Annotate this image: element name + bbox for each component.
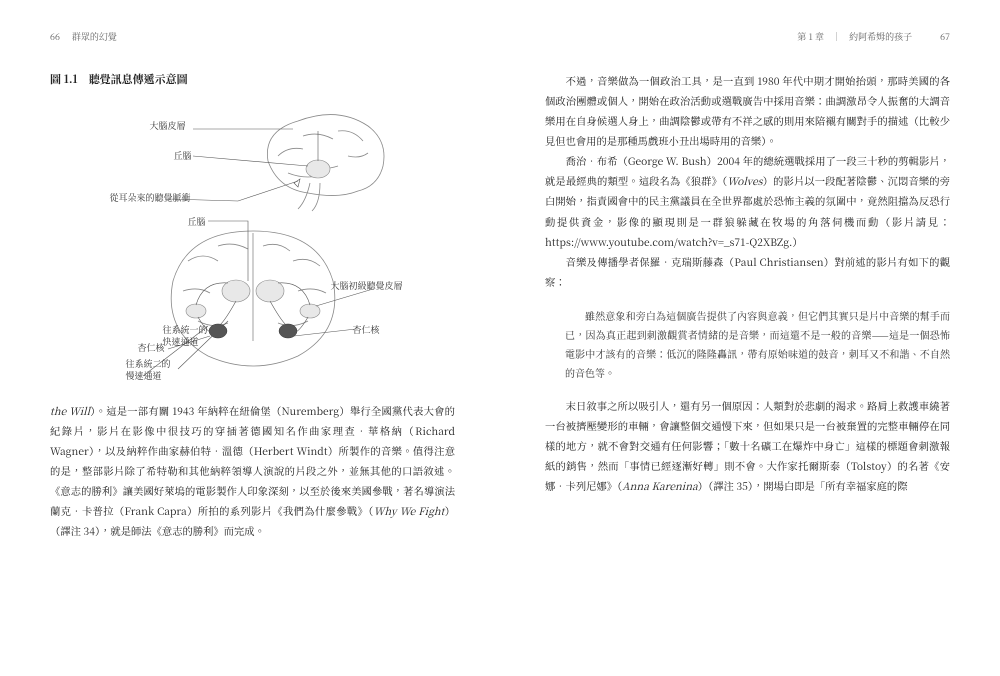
- ital-why-we-fight: Why We Fight: [374, 503, 445, 518]
- figure-number: 圖 1.1: [50, 71, 78, 87]
- right-body-2: 末日敘事之所以吸引人，還有另一個原因：人類對於悲劇的渴求。路肩上救護車繞著一台被…: [545, 396, 950, 496]
- ital-anna-karenina: Anna Karenina: [622, 478, 698, 493]
- label-thalamus-mid: 丘腦: [188, 215, 206, 228]
- left-para1: the Will）。這是一部有關 1943 年納粹在紐倫堡（Nuremberg）…: [50, 401, 455, 542]
- chapter-label: 第 1 章: [797, 30, 824, 43]
- right-para3: 音樂及傳播學者保羅．克瑞斯藤森（Paul Christiansen）對前述的影片…: [545, 252, 950, 292]
- right-header: 第 1 章 ｜ 約阿希姆的孩子 67: [545, 30, 950, 43]
- left-body: the Will）。這是一部有關 1943 年納粹在紐倫堡（Nuremberg）…: [50, 401, 455, 542]
- figure-caption: 圖 1.1 聽覺訊息傳遞示意圖: [50, 71, 455, 87]
- running-head-left: 群眾的幻覺: [72, 30, 117, 43]
- label-path1b: 快速通道: [163, 335, 199, 348]
- brain-svg: [108, 101, 398, 381]
- page-number-right: 67: [940, 30, 950, 43]
- label-cortex: 大腦皮層: [150, 119, 186, 132]
- right-para2: 喬治．布希（George W. Bush）2004 年的總統選戰採用了一段三十秒…: [545, 151, 950, 251]
- label-ear: 從耳朵來的聽覺脈衝: [110, 191, 191, 204]
- ital-wolves: Wolves: [727, 173, 762, 188]
- chapter-title: 約阿希姆的孩子: [849, 30, 912, 43]
- label-auditory-cortex: 大腦初級聽覺皮層: [330, 279, 402, 292]
- figure-title: 聽覺訊息傳遞示意圖: [89, 71, 188, 87]
- label-amygdala-r: 杏仁核: [352, 323, 379, 336]
- brain-figure: 大腦皮層 丘腦 從耳朵來的聽覺脈衝 丘腦 大腦初級聽覺皮層 杏仁核 杏仁核 往系…: [108, 101, 398, 381]
- right-para4: 末日敘事之所以吸引人，還有另一個原因：人類對於悲劇的渴求。路肩上救護車繞著一台被…: [545, 396, 950, 496]
- right-para1: 不過，音樂做為一個政治工具，是一直到 1980 年代中期才開始抬頭，那時美國的各…: [545, 71, 950, 151]
- page-number-left: 66: [50, 30, 60, 43]
- header-divider: ｜: [832, 30, 841, 43]
- right-page: 第 1 章 ｜ 約阿希姆的孩子 67 不過，音樂做為一個政治工具，是一直到 19…: [500, 0, 1000, 676]
- ital-the-will: the Will: [50, 403, 90, 418]
- quote-block: 雖然意象和旁白為這個廣告提供了內容與意義，但它們其實只是片中音樂的幫手而已，因為…: [565, 306, 950, 382]
- left-para1-main: ）。這是一部有關 1943 年納粹在紐倫堡（Nuremberg）舉行全國黨代表大…: [50, 403, 455, 518]
- right-body: 不過，音樂做為一個政治工具，是一直到 1980 年代中期才開始抬頭，那時美國的各…: [545, 71, 950, 292]
- label-amygdala-l: 杏仁核: [138, 341, 165, 354]
- quote-text: 雖然意象和旁白為這個廣告提供了內容與意義，但它們其實只是片中音樂的幫手而已，因為…: [565, 306, 950, 382]
- right-para4-b: ）（譯注 35），開場白即是「所有幸福家庭的際: [698, 478, 908, 493]
- label-path2b: 慢速通道: [126, 369, 162, 382]
- label-thalamus-top: 丘腦: [174, 149, 192, 162]
- left-page: 66 群眾的幻覺 圖 1.1 聽覺訊息傳遞示意圖: [0, 0, 500, 676]
- left-header: 66 群眾的幻覺: [50, 30, 455, 43]
